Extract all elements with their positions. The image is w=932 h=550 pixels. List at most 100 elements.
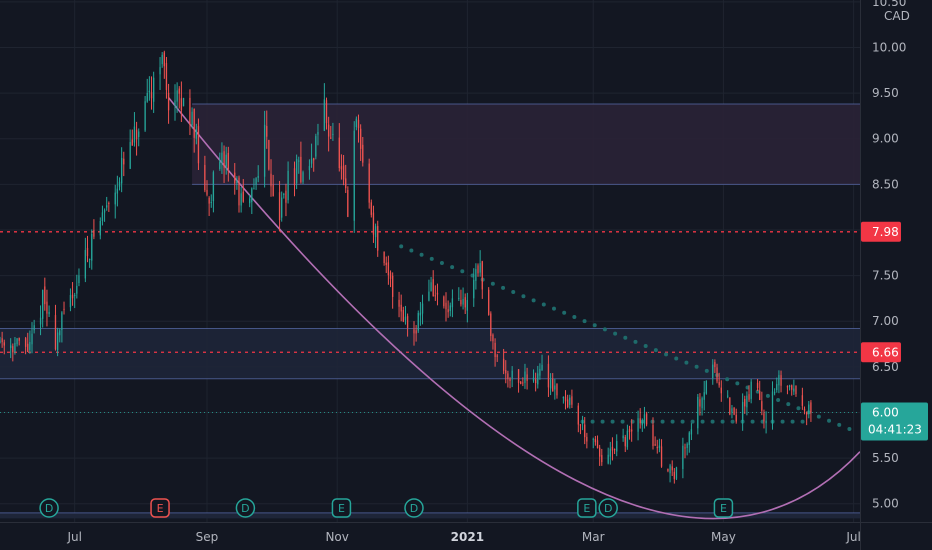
- price-tick-label: 9.50: [872, 86, 899, 100]
- price-level-badge-label: 7.98: [872, 225, 899, 239]
- earnings-marker[interactable]: [331, 498, 352, 518]
- candle-body: [61, 312, 63, 331]
- candle-body: [773, 392, 776, 394]
- candle-body: [46, 301, 48, 314]
- candle-body: [449, 305, 451, 311]
- candle-body: [263, 124, 266, 177]
- candle-body: [616, 441, 618, 452]
- price-level-badge-label: 6.66: [872, 345, 899, 359]
- candle-body: [150, 92, 153, 99]
- candle-body: [268, 140, 270, 170]
- candle-body: [310, 158, 313, 164]
- candle-body: [712, 364, 714, 379]
- candle-body: [805, 412, 808, 415]
- candle-body: [210, 202, 212, 204]
- candle-body: [443, 296, 445, 307]
- price-zone: [0, 328, 860, 379]
- candle-body: [475, 269, 477, 281]
- rounding-bottom-arc: [167, 97, 860, 520]
- candle-body: [159, 67, 161, 75]
- candle-body: [24, 338, 27, 347]
- dividend-marker-label: D: [604, 502, 612, 515]
- candle-body: [686, 443, 688, 448]
- candle-body: [152, 77, 155, 102]
- candle-body: [731, 408, 733, 413]
- price-tick-label: 10.50: [872, 0, 906, 9]
- candle-body: [84, 249, 87, 279]
- candle-body: [641, 421, 643, 426]
- candle-body: [106, 205, 108, 208]
- candle-body: [556, 383, 558, 396]
- candle-body: [146, 92, 148, 102]
- price-tick-label: 9.00: [872, 132, 899, 146]
- candle-body: [368, 163, 370, 203]
- candle-body: [579, 424, 582, 426]
- candle-body: [492, 334, 494, 342]
- candle-body: [327, 124, 330, 137]
- candle-body: [14, 342, 16, 352]
- candle-body: [554, 385, 556, 390]
- candle-body: [315, 136, 317, 157]
- earnings-marker[interactable]: [713, 498, 734, 518]
- candle-body: [308, 166, 311, 171]
- candle-body: [675, 467, 678, 479]
- candle-body: [756, 382, 759, 388]
- candle-body: [609, 448, 611, 457]
- candle-body: [266, 126, 268, 137]
- candle-body: [225, 154, 227, 167]
- time-tick-label: May: [711, 530, 736, 544]
- candle-body: [791, 385, 793, 390]
- candle-body: [298, 160, 300, 162]
- candle-body: [780, 375, 782, 386]
- candle-body: [562, 397, 565, 399]
- dividend-marker[interactable]: [404, 498, 424, 518]
- candle-body: [596, 440, 599, 449]
- candle-body: [569, 397, 571, 405]
- candle-body: [293, 168, 296, 186]
- candle-body: [810, 402, 812, 413]
- candle-body: [776, 384, 778, 391]
- candle-body: [33, 325, 35, 331]
- candle-body: [584, 424, 586, 438]
- dividend-marker[interactable]: [235, 498, 256, 518]
- time-axis[interactable]: Jul Sep Nov 2021 Mar May Jul: [66, 530, 860, 544]
- candle-body: [505, 370, 507, 374]
- candle-body: [389, 272, 392, 279]
- candle-body: [165, 62, 168, 90]
- candle-body: [287, 170, 289, 201]
- price-zone: [192, 104, 860, 185]
- dividend-marker[interactable]: [39, 498, 59, 518]
- candle-body: [404, 316, 407, 321]
- time-tick-label: Nov: [325, 530, 348, 544]
- candle-body: [656, 447, 658, 449]
- dividend-marker[interactable]: [598, 498, 618, 518]
- candle-body: [611, 446, 614, 451]
- candle-body: [624, 437, 626, 447]
- candle-body: [118, 181, 121, 187]
- candle-body: [29, 341, 31, 351]
- candle-body: [699, 399, 701, 407]
- candle-body: [302, 172, 304, 182]
- earnings-marker[interactable]: [150, 498, 170, 518]
- time-tick-label: 2021: [451, 530, 484, 544]
- candle-body: [718, 382, 720, 386]
- candle-body: [654, 444, 656, 446]
- candle-body: [577, 405, 579, 425]
- candle-body: [628, 428, 631, 432]
- candle-body: [332, 133, 334, 135]
- candle-body: [673, 471, 676, 480]
- candle-body: [39, 317, 42, 325]
- candle-body: [549, 379, 552, 389]
- candle-body: [750, 381, 752, 399]
- candle-body: [479, 263, 481, 273]
- candle-body: [223, 151, 225, 168]
- candle-body: [406, 316, 409, 328]
- candle-body: [347, 189, 349, 217]
- candle-body: [714, 362, 716, 368]
- candle-body: [219, 161, 221, 169]
- candle-body: [488, 289, 490, 315]
- earnings-marker[interactable]: [577, 498, 597, 518]
- candle-body: [242, 191, 244, 202]
